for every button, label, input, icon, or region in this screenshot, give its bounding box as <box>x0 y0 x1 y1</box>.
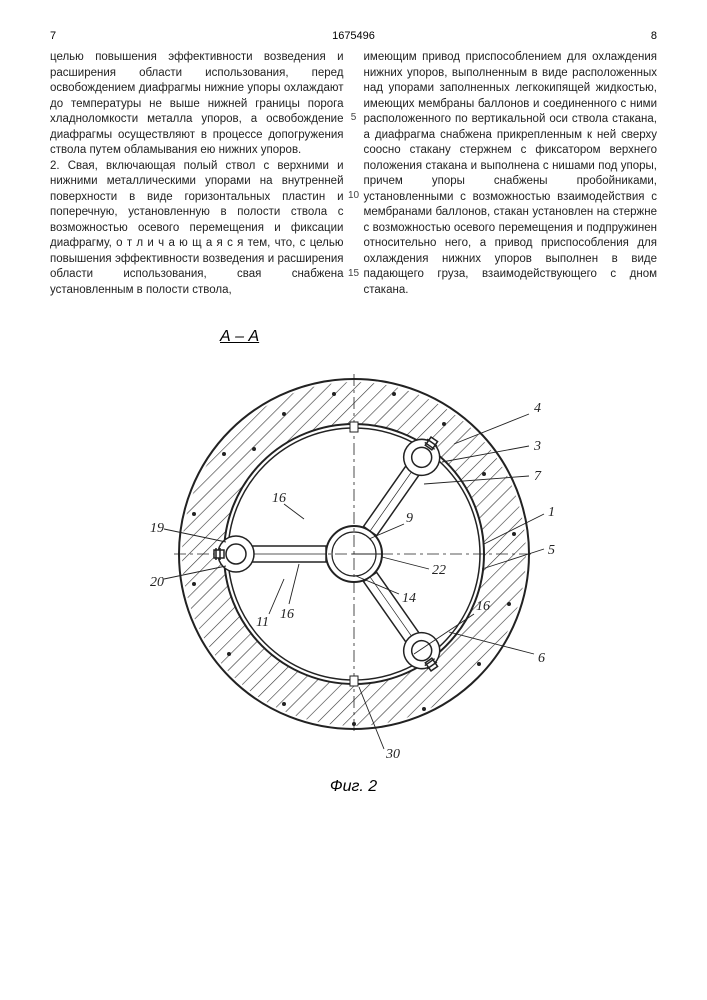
svg-text:16: 16 <box>280 607 294 622</box>
figure-2-diagram: 4 3 7 1 5 6 16 9 22 14 16 16 11 19 20 30 <box>134 354 574 774</box>
svg-text:16: 16 <box>476 599 490 614</box>
svg-text:6: 6 <box>538 651 545 666</box>
figure-caption: Фиг. 2 <box>50 778 657 796</box>
svg-text:3: 3 <box>533 439 541 454</box>
section-label: А – А <box>50 328 657 346</box>
svg-text:19: 19 <box>150 521 164 536</box>
svg-text:22: 22 <box>432 563 446 578</box>
svg-text:1: 1 <box>548 505 555 520</box>
svg-text:30: 30 <box>385 747 400 762</box>
svg-text:14: 14 <box>402 591 416 606</box>
left-column: целью повышения эффективности возведения… <box>50 50 344 298</box>
right-column: имеющим привод приспособлением для охлаж… <box>364 50 658 298</box>
svg-text:9: 9 <box>406 511 413 526</box>
text-columns: целью повышения эффективности возведения… <box>50 50 657 298</box>
svg-text:5: 5 <box>548 543 555 558</box>
svg-text:11: 11 <box>256 615 269 630</box>
line-marker: 10 <box>345 190 363 201</box>
svg-text:20: 20 <box>150 575 164 590</box>
page-number-right: 8 <box>517 30 657 42</box>
svg-text:4: 4 <box>534 401 541 416</box>
svg-text:16: 16 <box>272 491 286 506</box>
page-number-left: 7 <box>50 30 190 42</box>
svg-text:7: 7 <box>534 469 542 484</box>
header-row: 7 1675496 8 <box>50 30 657 42</box>
figure-area: А – А <box>50 328 657 796</box>
document-number: 1675496 <box>190 30 517 42</box>
line-marker: 15 <box>345 268 363 279</box>
line-marker: 5 <box>345 112 363 123</box>
